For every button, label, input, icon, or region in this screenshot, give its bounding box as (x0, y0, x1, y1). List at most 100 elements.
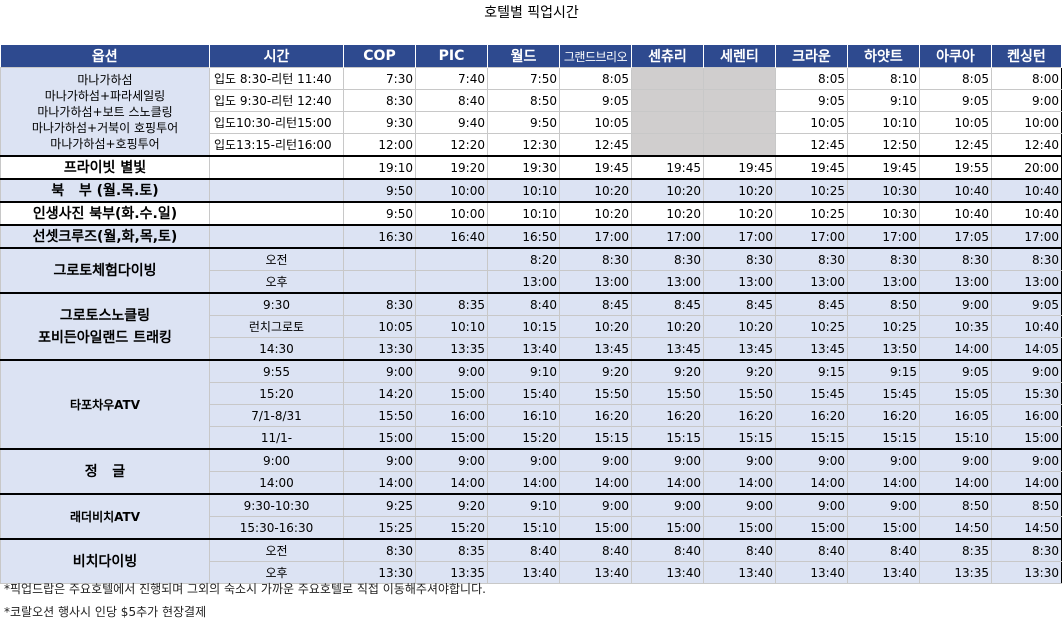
option-line: 그로토스노클링 (59, 307, 151, 324)
pickup-time-cell: 7:40 (415, 67, 488, 90)
pickup-time-cell: 14:00 (343, 471, 416, 495)
time-cell: 15:30-16:30 (209, 516, 344, 540)
table-row: 인생사진 북부(화.수.일) 9:50 10:00 10:10 10:20 10:20 10… (0, 201, 1062, 226)
pickup-time-cell: 14:00 (559, 471, 632, 495)
pickup-time-cell: 14:00 (703, 471, 776, 495)
pickup-time-cell: 10:05 (343, 315, 416, 338)
pickup-time-cell: 15:00 (991, 426, 1062, 450)
table-row: 입도10:30-리턴15:00 9:30 9:40 9:50 10:05 10:05 10:… (1, 111, 1062, 134)
pickup-time-cell: 19:45 (703, 155, 776, 180)
time-cell: 런치그로토 (209, 315, 344, 338)
pickup-time-cell: 15:45 (775, 382, 848, 405)
pickup-time-cell: 19:30 (487, 155, 560, 180)
option-line: 마나가하섬 (77, 72, 133, 87)
column-header: 월드 (487, 45, 560, 68)
pickup-time-cell: 9:40 (415, 111, 488, 134)
pickup-time-cell: 9:00 (631, 493, 704, 517)
pickup-time-cell: 16:30 (343, 224, 416, 249)
time-cell: 오후 (209, 270, 344, 294)
pickup-time-cell: 14:00 (415, 471, 488, 495)
pickup-time-cell: 8:50 (487, 89, 560, 112)
pickup-time-cell: 10:15 (487, 315, 560, 338)
pickup-time-cell: 13:40 (775, 561, 848, 584)
pickup-time-cell: 16:50 (487, 224, 560, 249)
pickup-time-cell: 8:40 (415, 89, 488, 112)
time-cell: 오전 (209, 247, 344, 271)
pickup-time-cell: 13:00 (559, 270, 632, 294)
pickup-time-cell: 14:00 (847, 471, 920, 495)
pickup-time-cell: 16:20 (847, 404, 920, 427)
pickup-time-cell: 9:00 (847, 493, 920, 517)
pickup-time-cell: 13:40 (487, 337, 560, 361)
column-header: PIC (415, 45, 488, 68)
pickup-time-cell: 13:00 (487, 270, 560, 294)
pickup-time-cell: 10:00 (991, 111, 1062, 134)
pickup-time-cell: 8:50 (991, 493, 1062, 517)
pickup-time-cell: 14:50 (919, 516, 992, 540)
pickup-time-cell: 10:40 (991, 315, 1062, 338)
note-pickup: *픽업드랍은 주요호텔에서 진행되며 그외의 숙소시 가까운 주요호텔로 직접 … (4, 582, 486, 596)
pickup-time-cell: 10:00 (415, 201, 488, 226)
column-header: 켄싱턴 (991, 45, 1062, 68)
pickup-time-cell: 8:20 (487, 247, 560, 271)
column-header: 아쿠아 (919, 45, 992, 68)
pickup-time-cell: 15:15 (703, 426, 776, 450)
pickup-time-cell: 13:00 (703, 270, 776, 294)
table-row: 프라이빗 별빛 19:10 19:20 19:30 19:45 19:45 19:45 19:… (0, 155, 1062, 180)
pickup-time-cell: 10:40 (919, 201, 992, 226)
pickup-time-cell: 13:00 (991, 270, 1062, 294)
pickup-time-cell: 14:05 (991, 337, 1062, 361)
pickup-time-cell: 9:00 (631, 448, 704, 472)
pickup-time-cell: 8:30 (991, 538, 1062, 562)
pickup-time-cell: 8:30 (559, 247, 632, 271)
pickup-time-cell: 8:30 (775, 247, 848, 271)
pickup-time-cell: 15:50 (343, 404, 416, 427)
pickup-time-cell: 8:30 (919, 247, 992, 271)
time-cell: 입도13:15-리턴16:00 (209, 133, 344, 157)
pickup-time-cell: 8:45 (703, 292, 776, 316)
table-row: 비치다이빙 오전 8:30 8:35 8:40 8:40 8:40 8:40 8:40 8:40 8… (0, 538, 1062, 584)
table-row: 그로토체험다이빙 오전 8:20 8:30 8:30 8:30 8:30 8:30 8:30 8:… (0, 247, 1062, 294)
pickup-time-cell: 9:00 (775, 493, 848, 517)
pickup-time-cell: 10:25 (775, 201, 848, 226)
pickup-time-cell: 13:35 (415, 337, 488, 361)
table-row: 래더비치ATV 9:30-10:30 9:25 9:20 9:10 9:00 9:00 9:0… (0, 493, 1062, 540)
pickup-time-cell: 16:10 (487, 404, 560, 427)
table-row: 14:00 14:00 14:00 14:00 14:00 14:00 14:00 14:00… (1, 471, 1062, 495)
pickup-time-cell: 9:50 (487, 111, 560, 134)
table-row: 15:30-16:30 15:25 15:20 15:10 15:00 15:00 15:0… (1, 516, 1062, 540)
option-cell: 프라이빗 별빛 (0, 155, 210, 180)
pickup-time-cell: 16:05 (919, 404, 992, 427)
pickup-time-cell: 9:05 (991, 292, 1062, 316)
pickup-time-cell (631, 89, 704, 112)
pickup-time-cell: 13:40 (847, 561, 920, 584)
pickup-time-cell: 15:00 (415, 426, 488, 450)
time-cell (209, 201, 344, 226)
pickup-time-cell (415, 247, 488, 271)
pickup-time-cell: 10:10 (487, 178, 560, 203)
pickup-time-cell: 9:25 (343, 493, 416, 517)
pickup-time-cell: 8:30 (343, 89, 416, 112)
pickup-time-cell: 19:45 (631, 155, 704, 180)
pickup-time-cell (343, 247, 416, 271)
pickup-time-cell: 9:10 (487, 493, 560, 517)
time-cell: 9:30-10:30 (209, 493, 344, 517)
pickup-time-cell: 8:40 (487, 292, 560, 316)
pickup-time-cell: 16:00 (991, 404, 1062, 427)
table-row: 타포차우ATV 9:55 9:00 9:00 9:10 9:20 9:20 9:20 9:15 9… (0, 359, 1062, 450)
option-line: 포비든아일랜드 트래킹 (38, 329, 172, 346)
pickup-time-cell: 17:05 (919, 224, 992, 249)
pickup-time-cell: 16:00 (415, 404, 488, 427)
pickup-time-cell: 19:10 (343, 155, 416, 180)
pickup-time-cell: 9:15 (847, 359, 920, 383)
option-line: 마나가하섬+거북이 호핑투어 (31, 120, 179, 135)
pickup-time-cell: 13:00 (847, 270, 920, 294)
pickup-time-cell: 8:05 (559, 67, 632, 90)
column-header: 시간 (209, 45, 344, 68)
pickup-time-cell: 10:20 (559, 315, 632, 338)
pickup-time-cell: 8:30 (343, 538, 416, 562)
pickup-time-cell: 8:30 (847, 247, 920, 271)
pickup-time-cell: 14:00 (919, 337, 992, 361)
pickup-time-cell: 8:35 (415, 538, 488, 562)
pickup-time-cell: 13:00 (775, 270, 848, 294)
